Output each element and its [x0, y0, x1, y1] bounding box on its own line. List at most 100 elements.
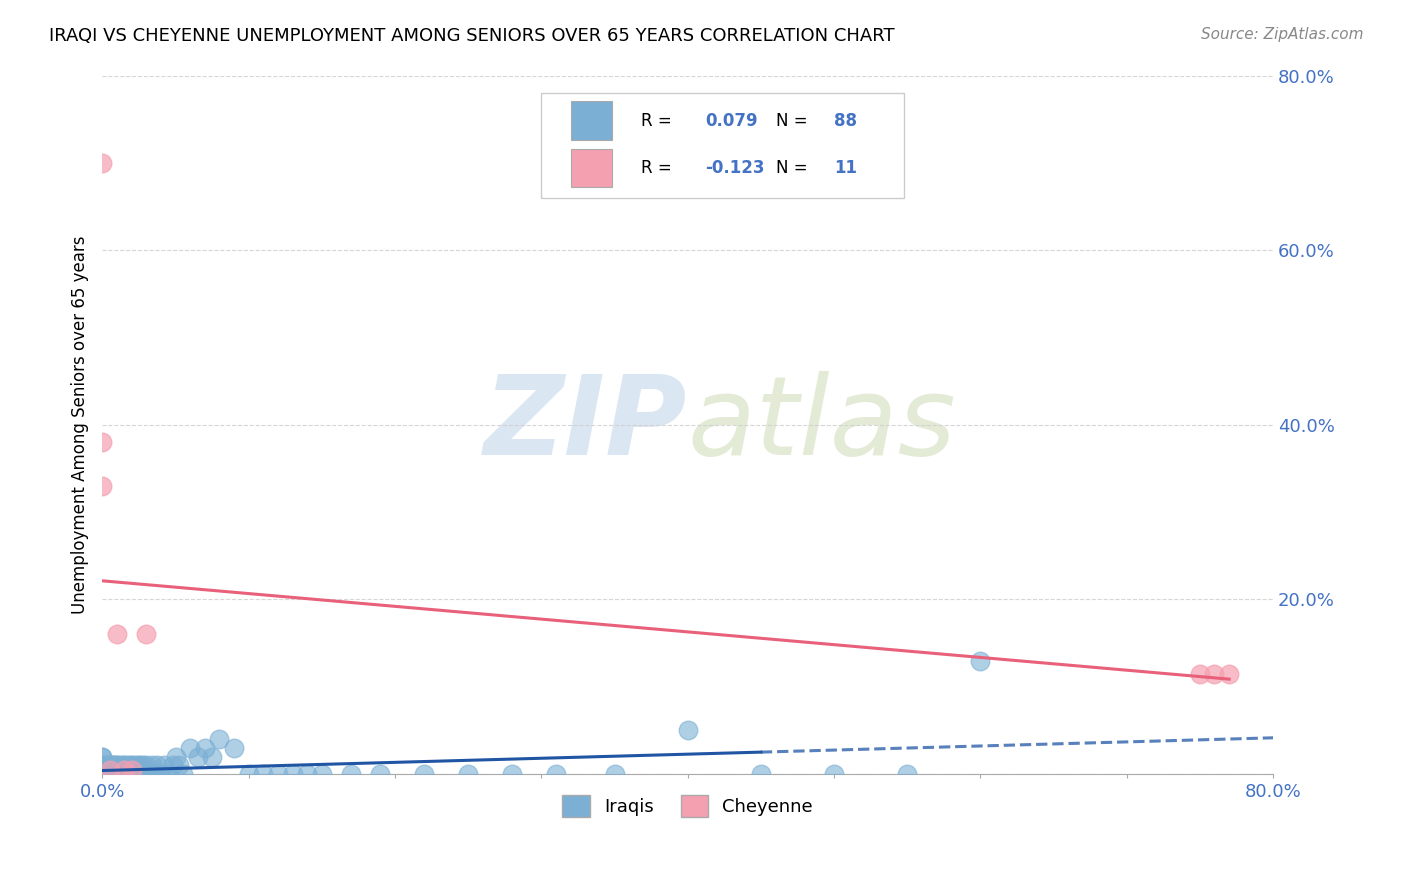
Point: [201, 749, 224, 764]
Point: [101, 758, 124, 772]
Point: [297, 767, 319, 781]
Point: [100, 758, 122, 772]
Point: [1218, 666, 1240, 681]
Point: [179, 740, 201, 755]
Point: [1204, 666, 1226, 681]
Text: ZIP: ZIP: [484, 371, 688, 478]
FancyBboxPatch shape: [541, 93, 904, 198]
Point: [311, 767, 333, 781]
Point: [91, 767, 114, 781]
Point: [142, 767, 165, 781]
Point: [103, 758, 125, 772]
Point: [100, 767, 122, 781]
Point: [91, 767, 114, 781]
Point: [117, 758, 139, 772]
Point: [676, 723, 699, 738]
Point: [112, 758, 135, 772]
Point: [457, 767, 479, 781]
Point: [124, 758, 146, 772]
Point: [120, 758, 142, 772]
Text: 88: 88: [834, 112, 858, 129]
FancyBboxPatch shape: [571, 102, 612, 140]
Text: 0.079: 0.079: [706, 112, 758, 129]
Point: [125, 767, 148, 781]
Y-axis label: Unemployment Among Seniors over 65 years: Unemployment Among Seniors over 65 years: [72, 235, 89, 614]
Text: R =: R =: [641, 159, 676, 178]
Point: [96, 758, 118, 772]
Point: [104, 758, 127, 772]
Point: [91, 767, 114, 781]
Point: [91, 767, 114, 781]
Point: [162, 758, 184, 772]
Point: [969, 654, 991, 668]
Point: [823, 767, 845, 781]
Point: [98, 767, 121, 781]
Point: [115, 767, 138, 781]
Point: [267, 767, 290, 781]
Text: IRAQI VS CHEYENNE UNEMPLOYMENT AMONG SENIORS OVER 65 YEARS CORRELATION CHART: IRAQI VS CHEYENNE UNEMPLOYMENT AMONG SEN…: [49, 27, 894, 45]
Point: [98, 763, 121, 777]
Point: [165, 749, 187, 764]
Point: [141, 758, 163, 772]
Text: N =: N =: [776, 159, 813, 178]
Point: [135, 758, 157, 772]
Point: [603, 767, 626, 781]
Point: [224, 740, 246, 755]
Point: [340, 767, 363, 781]
Point: [97, 758, 120, 772]
Point: [145, 758, 167, 772]
Text: -0.123: -0.123: [706, 159, 765, 178]
Point: [749, 767, 772, 781]
Point: [146, 767, 169, 781]
Point: [131, 767, 153, 781]
Point: [101, 767, 124, 781]
Point: [132, 758, 155, 772]
Legend: Iraqis, Cheyenne: Iraqis, Cheyenne: [555, 788, 820, 824]
Point: [1188, 666, 1211, 681]
Point: [153, 758, 176, 772]
Point: [112, 767, 135, 781]
Text: atlas: atlas: [688, 371, 956, 478]
Point: [413, 767, 436, 781]
Point: [91, 758, 114, 772]
Point: [281, 767, 304, 781]
Point: [128, 767, 150, 781]
Point: [105, 767, 128, 781]
Text: Source: ZipAtlas.com: Source: ZipAtlas.com: [1201, 27, 1364, 42]
Point: [129, 758, 152, 772]
Point: [238, 767, 260, 781]
Text: R =: R =: [641, 112, 676, 129]
Point: [134, 767, 156, 781]
Point: [127, 758, 149, 772]
Point: [91, 767, 114, 781]
Point: [121, 758, 143, 772]
Point: [91, 749, 114, 764]
Point: [91, 758, 114, 772]
Point: [105, 758, 128, 772]
Point: [98, 767, 121, 781]
Text: N =: N =: [776, 112, 813, 129]
Point: [105, 767, 128, 781]
Point: [122, 767, 145, 781]
Point: [149, 767, 172, 781]
Point: [108, 758, 131, 772]
Point: [91, 479, 114, 493]
Point: [112, 763, 135, 777]
Point: [896, 767, 918, 781]
Point: [167, 758, 190, 772]
Point: [121, 767, 143, 781]
Point: [103, 767, 125, 781]
Point: [208, 732, 231, 747]
Point: [118, 767, 141, 781]
FancyBboxPatch shape: [571, 149, 612, 187]
Point: [544, 767, 567, 781]
Point: [370, 767, 392, 781]
Point: [96, 767, 118, 781]
Point: [91, 767, 114, 781]
Point: [111, 758, 134, 772]
Point: [108, 767, 131, 781]
Point: [97, 767, 120, 781]
Text: 11: 11: [834, 159, 858, 178]
Point: [91, 156, 114, 170]
Point: [252, 767, 274, 781]
